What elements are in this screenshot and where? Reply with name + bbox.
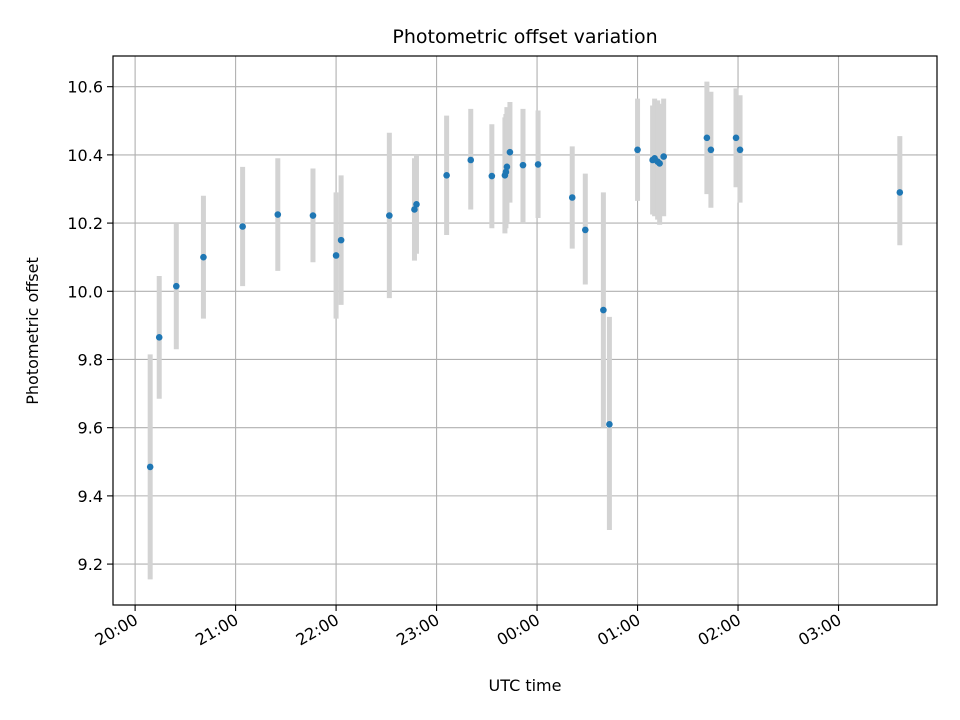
data-point bbox=[534, 161, 542, 168]
plot-frame bbox=[112, 55, 938, 606]
data-point bbox=[200, 253, 207, 261]
y-axis-ticks: 9.2 9.4 9.6 9.8 10.0 10.2 10.4 10.6 bbox=[67, 78, 113, 574]
data-point bbox=[173, 282, 180, 290]
y-tick-label: 9.6 bbox=[78, 419, 103, 438]
y-tick-label: 9.8 bbox=[78, 350, 103, 369]
data-point bbox=[413, 201, 420, 208]
y-tick-label: 10.4 bbox=[67, 146, 103, 165]
data-point bbox=[600, 306, 607, 314]
data-point bbox=[239, 223, 246, 230]
data-point bbox=[506, 148, 514, 156]
data-point bbox=[146, 463, 154, 471]
data-point bbox=[386, 212, 393, 219]
data-point bbox=[503, 163, 511, 171]
data-point bbox=[443, 172, 450, 179]
y-tick-label: 9.4 bbox=[78, 487, 103, 506]
data-point bbox=[896, 189, 904, 196]
data-point bbox=[467, 156, 475, 164]
data-point bbox=[568, 194, 576, 201]
y-tick-label: 10.0 bbox=[67, 282, 103, 301]
data-point bbox=[519, 161, 527, 169]
data-point bbox=[488, 172, 496, 180]
x-axis-label: UTC time bbox=[489, 676, 562, 695]
data-point bbox=[274, 211, 282, 218]
data-point bbox=[656, 160, 663, 167]
data-point bbox=[337, 236, 345, 244]
data-point bbox=[736, 146, 744, 154]
data-point bbox=[606, 420, 613, 428]
data-point bbox=[732, 134, 740, 142]
chart-title: Photometric offset variation bbox=[392, 26, 657, 48]
data-point bbox=[332, 252, 340, 259]
data-point bbox=[703, 134, 711, 142]
data-point bbox=[707, 146, 715, 154]
data-point bbox=[581, 226, 589, 234]
data-point bbox=[309, 212, 317, 219]
data-point bbox=[634, 146, 641, 154]
data-point bbox=[660, 153, 667, 160]
y-axis-label: Photometric offset bbox=[23, 257, 42, 405]
data-point bbox=[502, 168, 510, 176]
data-point bbox=[411, 206, 418, 213]
y-tick-label: 9.2 bbox=[78, 555, 103, 574]
y-tick-label: 10.6 bbox=[67, 78, 103, 97]
data-points bbox=[146, 134, 904, 471]
y-tick-label: 10.2 bbox=[67, 214, 103, 233]
data-point bbox=[155, 334, 163, 341]
